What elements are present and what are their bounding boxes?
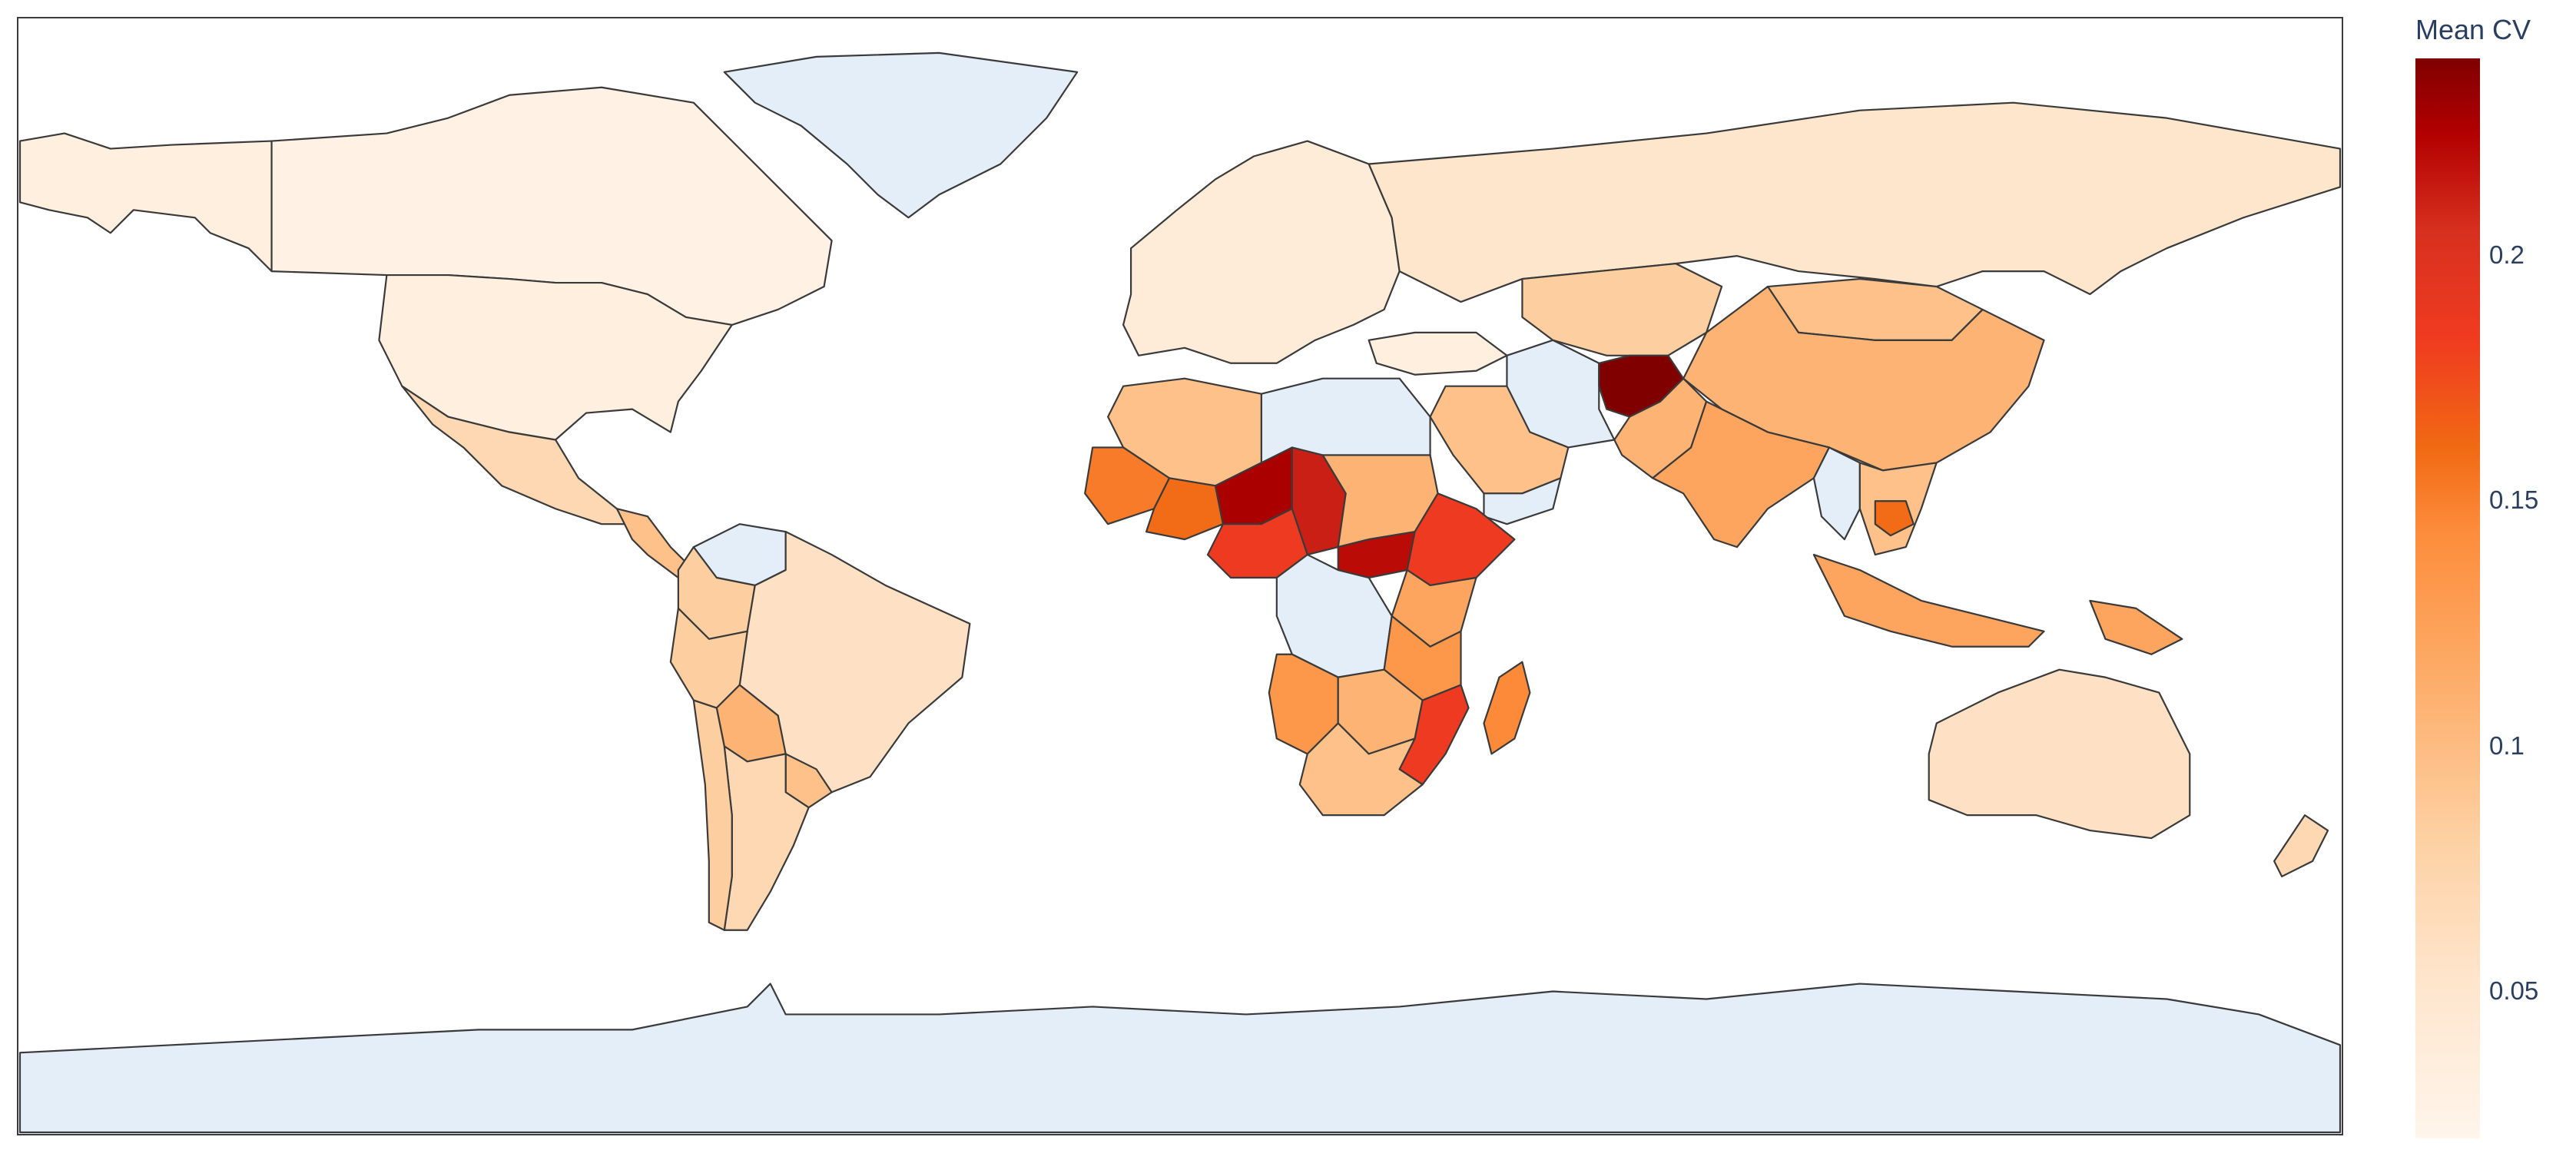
colorbar-title: Mean CV xyxy=(2415,14,2531,45)
region-madagascar[interactable] xyxy=(1483,661,1531,755)
region-south-africa[interactable] xyxy=(1298,722,1424,817)
region-chile[interactable] xyxy=(692,699,733,931)
region-kazakhstan[interactable] xyxy=(1521,263,1723,356)
region-antarctica[interactable] xyxy=(18,983,2342,1134)
region-india[interactable] xyxy=(1652,400,1830,549)
colorbar-tick-label: 0.2 xyxy=(2489,240,2525,269)
region-russia[interactable] xyxy=(1368,101,2342,303)
colorbar-tick-label: 0.1 xyxy=(2489,731,2525,760)
region-alaska[interactable] xyxy=(18,132,273,273)
region-cambodia[interactable] xyxy=(1874,500,1915,537)
region-australia[interactable] xyxy=(1928,668,2191,840)
colorbar-tick-label: 0.05 xyxy=(2489,976,2539,1006)
region-turkey[interactable] xyxy=(1368,331,1508,376)
region-new-zealand[interactable] xyxy=(2273,814,2329,878)
world-choropleth-map[interactable] xyxy=(17,17,2343,1135)
colorbar-gradient xyxy=(2415,58,2480,1138)
colorbar-tick-label: 0.15 xyxy=(2489,486,2539,515)
colorbar-legend: Mean CV 0.2 0.15 0.1 0.05 xyxy=(2389,0,2574,1160)
map-canvas[interactable] xyxy=(18,18,2342,1134)
region-europe[interactable] xyxy=(1122,140,1401,364)
region-indonesia[interactable] xyxy=(1812,553,2045,648)
region-png[interactable] xyxy=(2089,599,2183,655)
region-greenland[interactable] xyxy=(723,51,1079,219)
region-mongolia[interactable] xyxy=(1766,277,1984,341)
